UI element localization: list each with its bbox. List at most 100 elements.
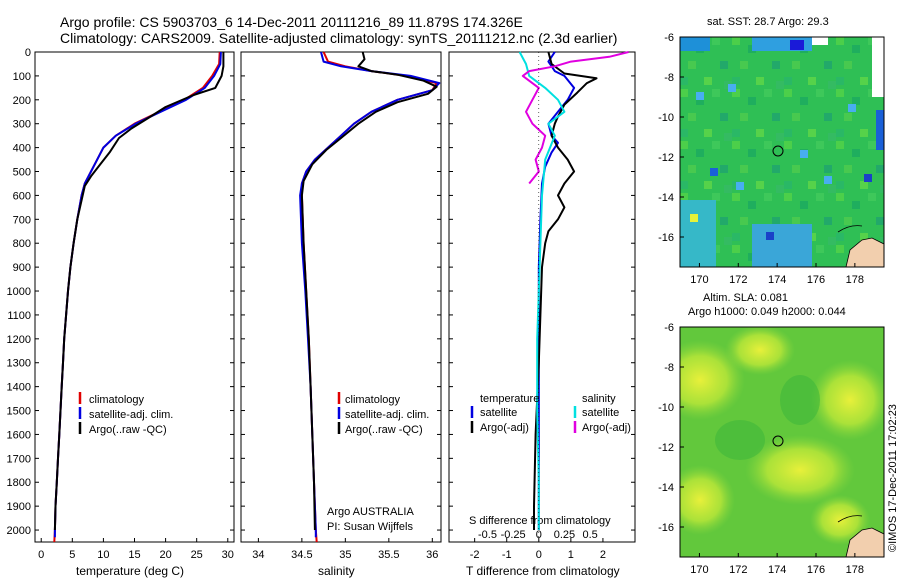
legend-temperature-argo: Argo(-adj) — [480, 422, 529, 434]
temperature-xlabel: temperature (deg C) — [76, 564, 184, 578]
map-y-tick-label: -12 — [658, 152, 674, 164]
title-line-2: Climatology: CARS2009. Satellite-adjuste… — [60, 30, 617, 46]
salinity-tick-label: 35 — [339, 549, 351, 561]
difference-t-tick-label: 0 — [536, 549, 542, 561]
map-y-tick-label: -12 — [658, 442, 674, 454]
map-x-tick-label: 174 — [768, 564, 786, 576]
legend-header-salinity: salinity — [582, 393, 616, 405]
depth-axis: 0 100 200 300 400 500 600 700 800 900 1000 1100 1200… — [7, 47, 635, 537]
map-y-tick-label: -14 — [658, 192, 674, 204]
depth-tick-label: 600 — [13, 190, 31, 202]
map-y-tick-label: -6 — [664, 322, 674, 334]
map-x-tick-label: 170 — [690, 274, 708, 286]
temperature-tick-label: 30 — [222, 549, 234, 561]
map-y-tick-label: -8 — [664, 72, 674, 84]
sst-map — [680, 37, 884, 267]
depth-tick-label: 1900 — [7, 501, 31, 513]
temperature-series-line — [53, 52, 225, 531]
sst-map-title: sat. SST: 28.7 Argo: 29.3 — [707, 16, 829, 28]
sla-title-line-1: Altim. SLA: 0.081 — [703, 292, 788, 304]
difference-legend: temperature salinity satellite Argo(-adj… — [470, 393, 631, 434]
depth-tick-label: 700 — [13, 214, 31, 226]
difference-top-xlabel: S difference from climatology — [469, 515, 611, 527]
depth-tick-label: 300 — [13, 119, 31, 131]
depth-tick-label: 1300 — [7, 358, 31, 370]
map-x-tick-label: 178 — [846, 564, 864, 576]
salinity-tick-label: 34.5 — [291, 549, 312, 561]
temperature-legend-satellite: satellite-adj. clim. — [89, 409, 173, 421]
temperature-legend-climatology: climatology — [89, 394, 145, 406]
difference-series-line — [521, 51, 629, 185]
legend-salinity-argo: Argo(-adj) — [582, 422, 631, 434]
depth-tick-label: 1000 — [7, 286, 31, 298]
annotation-argo-australia: Argo AUSTRALIA — [327, 506, 414, 518]
difference-s-tick-label: 0.25 — [554, 529, 575, 541]
temperature-tick-label: 10 — [97, 549, 109, 561]
temperature-tick-label: 0 — [38, 549, 44, 561]
annotation-pi: PI: Susan Wijffels — [327, 521, 413, 533]
map-y-tick-label: -16 — [658, 522, 674, 534]
sla-map — [680, 327, 884, 557]
map-axes: 170 172 174 176 178 -6 -8 -10 -12 -14 -16 170 172 174… — [658, 32, 864, 576]
salinity-panel — [240, 51, 442, 543]
difference-s-tick-label: 0 — [536, 529, 542, 541]
depth-tick-label: 800 — [13, 238, 31, 250]
legend-temperature-satellite: satellite — [480, 407, 517, 419]
sla-title-line-2: Argo h1000: 0.049 h2000: 0.044 — [688, 306, 846, 318]
difference-series-line — [537, 51, 576, 530]
depth-tick-label: 1100 — [7, 310, 31, 322]
salinity-legend-climatology: climatology — [345, 394, 401, 406]
difference-xlabel: T difference from climatology — [466, 564, 620, 578]
salinity-tick-label: 35.5 — [378, 549, 399, 561]
salinity-legend-satellite: satellite-adj. clim. — [345, 409, 429, 421]
salinity-series-line — [300, 51, 438, 543]
legend-salinity-satellite: satellite — [582, 407, 619, 419]
map-x-tick-label: 174 — [768, 274, 786, 286]
salinity-tick-label: 34 — [252, 549, 264, 561]
depth-tick-label: 1700 — [7, 453, 31, 465]
temperature-tick-label: 20 — [159, 549, 171, 561]
salinity-series-line — [300, 51, 438, 531]
salinity-tick-label: 36 — [426, 549, 438, 561]
depth-tick-label: 200 — [13, 95, 31, 107]
salinity-xlabel: salinity — [318, 564, 355, 578]
depth-tick-label: 1800 — [7, 477, 31, 489]
difference-series-line — [533, 51, 598, 530]
salinity-series-line — [299, 51, 441, 538]
sst-map-frame — [679, 36, 885, 268]
imos-footer: ©IMOS 17-Dec-2011 17:02:23 — [887, 404, 899, 552]
difference-t-tick-label: -2 — [470, 549, 480, 561]
salinity-legend-argo: Argo(..raw -QC) — [345, 424, 423, 436]
map-x-tick-label: 170 — [690, 564, 708, 576]
map-y-tick-label: -16 — [658, 232, 674, 244]
difference-panel — [448, 51, 636, 543]
depth-tick-label: 0 — [25, 47, 31, 59]
legend-header-temperature: temperature — [480, 393, 539, 405]
difference-t-tick-label: -1 — [502, 549, 512, 561]
sla-map-frame — [679, 326, 885, 558]
map-y-tick-label: -6 — [664, 32, 674, 44]
profile-lines — [53, 51, 629, 543]
map-y-tick-label: -10 — [658, 402, 674, 414]
temperature-tick-label: 15 — [128, 549, 140, 561]
depth-tick-label: 1600 — [7, 429, 31, 441]
depth-tick-label: 100 — [13, 71, 31, 83]
sla-argo-marker — [772, 435, 784, 447]
map-y-tick-label: -10 — [658, 112, 674, 124]
depth-tick-label: 900 — [13, 262, 31, 274]
difference-t-tick-label: 1 — [568, 549, 574, 561]
difference-series-line — [518, 51, 566, 530]
temperature-legend: climatology satellite-adj. clim. Argo(..… — [78, 392, 173, 436]
difference-s-tick-label: -0.25 — [501, 529, 526, 541]
title-line-1: Argo profile: CS 5903703_6 14-Dec-2011 2… — [60, 14, 523, 30]
difference-s-tick-label: 0.5 — [582, 529, 597, 541]
map-x-tick-label: 176 — [807, 564, 825, 576]
depth-tick-label: 1200 — [7, 334, 31, 346]
map-x-tick-label: 178 — [846, 274, 864, 286]
depth-tick-label: 2000 — [7, 525, 31, 537]
temperature-tick-label: 25 — [191, 549, 203, 561]
salinity-legend: climatology satellite-adj. clim. Argo(..… — [337, 392, 429, 436]
map-x-tick-label: 176 — [807, 274, 825, 286]
map-y-tick-label: -14 — [658, 482, 674, 494]
